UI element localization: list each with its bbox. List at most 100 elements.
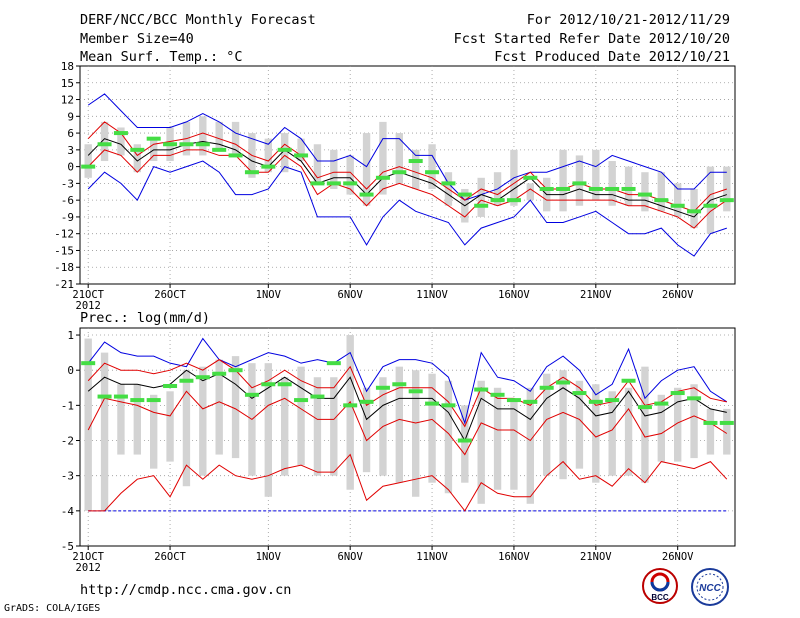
observed-marker xyxy=(375,175,390,180)
observed-marker xyxy=(539,385,554,390)
member-size-label: Member Size=40 xyxy=(80,31,194,47)
observed-marker xyxy=(687,209,702,214)
ensemble-box xyxy=(346,335,354,490)
ensemble-box xyxy=(674,387,682,462)
ensemble-mean-line xyxy=(87,138,727,218)
y-tick-label: 3 xyxy=(67,144,74,157)
ensemble-box xyxy=(166,391,174,462)
ensemble-box xyxy=(608,391,616,476)
observed-marker xyxy=(523,175,538,180)
y-tick-label: -2 xyxy=(61,435,74,448)
upper-spread-line xyxy=(87,359,727,428)
observed-marker xyxy=(228,153,243,158)
y-tick-label: -9 xyxy=(61,211,74,224)
ensemble-box xyxy=(133,144,141,173)
ensemble-box xyxy=(657,172,665,212)
observed-marker xyxy=(572,391,587,396)
chart-title: DERF/NCC/BCC Monthly Forecast xyxy=(80,12,316,28)
observed-marker xyxy=(294,153,309,158)
ensemble-box xyxy=(575,380,584,469)
ensemble-box xyxy=(133,384,141,455)
observed-marker xyxy=(392,170,407,175)
observed-marker xyxy=(605,186,620,191)
observed-marker xyxy=(130,147,145,152)
observed-marker xyxy=(556,380,571,385)
ensemble-box xyxy=(543,373,551,476)
y-tick-label: -4 xyxy=(61,505,75,518)
ensemble-box xyxy=(477,380,485,504)
y-tick-label: -5 xyxy=(61,540,74,553)
precip-panel-title: Prec.: log(mm/d) xyxy=(80,310,210,326)
observed-marker xyxy=(654,198,669,203)
y-tick-label: 9 xyxy=(67,110,74,123)
x-tick-label: 1NOV xyxy=(256,551,282,563)
x-tick-label: 21NOV xyxy=(580,289,612,301)
ensemble-box xyxy=(346,155,354,195)
observed-marker xyxy=(81,361,96,366)
observed-marker xyxy=(130,398,145,403)
ensemble-box xyxy=(706,408,715,455)
observed-marker xyxy=(605,398,620,403)
y-tick-label: -3 xyxy=(61,470,74,483)
ensemble-box xyxy=(100,352,109,511)
observed-marker xyxy=(212,147,227,152)
min-line xyxy=(87,160,727,257)
ensemble-box xyxy=(395,366,403,483)
lower-spread-line xyxy=(87,149,728,229)
observed-marker xyxy=(326,181,341,186)
ncc-logo-text: NCC xyxy=(699,583,721,594)
observed-marker xyxy=(572,181,587,186)
ensemble-box xyxy=(575,155,584,206)
ensemble-box xyxy=(690,188,698,229)
ensemble-box xyxy=(264,363,272,497)
y-tick-label: 18 xyxy=(61,60,74,73)
ensemble-box xyxy=(297,366,305,466)
y-tick-label: 6 xyxy=(67,127,74,140)
y-tick-label: -6 xyxy=(61,194,74,207)
ensemble-box xyxy=(723,408,731,455)
observed-marker xyxy=(441,403,456,408)
y-tick-label: -21 xyxy=(54,278,74,291)
ensemble-box xyxy=(297,138,305,162)
observed-marker xyxy=(146,136,161,141)
observed-marker xyxy=(392,382,407,387)
ensemble-box xyxy=(264,138,272,173)
observed-marker xyxy=(670,391,685,396)
observed-marker xyxy=(244,170,259,175)
x-year-label: 2012 xyxy=(76,300,101,312)
observed-marker xyxy=(719,198,734,203)
source-url[interactable]: http://cmdp.ncc.cma.gov.cn xyxy=(80,582,292,598)
ensemble-box xyxy=(641,366,649,483)
observed-marker xyxy=(81,164,96,169)
observed-marker xyxy=(179,378,194,383)
ensemble-box xyxy=(199,116,207,156)
y-tick-label: 0 xyxy=(67,161,74,174)
max-line xyxy=(87,93,727,201)
ensemble-box xyxy=(362,133,371,206)
panel-1: -21 -18 -15 -12 -9 -6 -3 0 3 6 9 12 15 18 21OCT 26OCT 1N… xyxy=(54,60,736,312)
ensemble-box xyxy=(624,166,633,206)
ensemble-box xyxy=(84,144,92,178)
observed-marker xyxy=(588,186,603,191)
min-line xyxy=(88,453,728,512)
observed-marker xyxy=(146,398,161,403)
ensemble-mean-line xyxy=(87,369,727,442)
forecast-period: For 2012/10/21-2012/11/29 xyxy=(526,12,730,28)
y-tick-label: -12 xyxy=(54,228,74,241)
observed-marker xyxy=(457,192,472,197)
observed-marker xyxy=(277,147,292,152)
ensemble-box xyxy=(330,149,338,189)
observed-marker xyxy=(490,392,505,397)
observed-marker xyxy=(261,382,276,387)
observed-marker xyxy=(687,396,702,401)
ensemble-box xyxy=(690,384,698,459)
ensemble-box xyxy=(641,172,649,212)
observed-marker xyxy=(375,385,390,390)
observed-marker xyxy=(637,405,652,410)
observed-marker xyxy=(244,392,259,397)
observed-marker xyxy=(212,371,227,376)
ncc-logo: NCC xyxy=(691,568,729,606)
y-tick-label: -3 xyxy=(61,177,74,190)
y-tick-label: 12 xyxy=(61,94,74,107)
forecast-start-date: Fcst Started Refer Date 2012/10/20 xyxy=(453,31,730,47)
